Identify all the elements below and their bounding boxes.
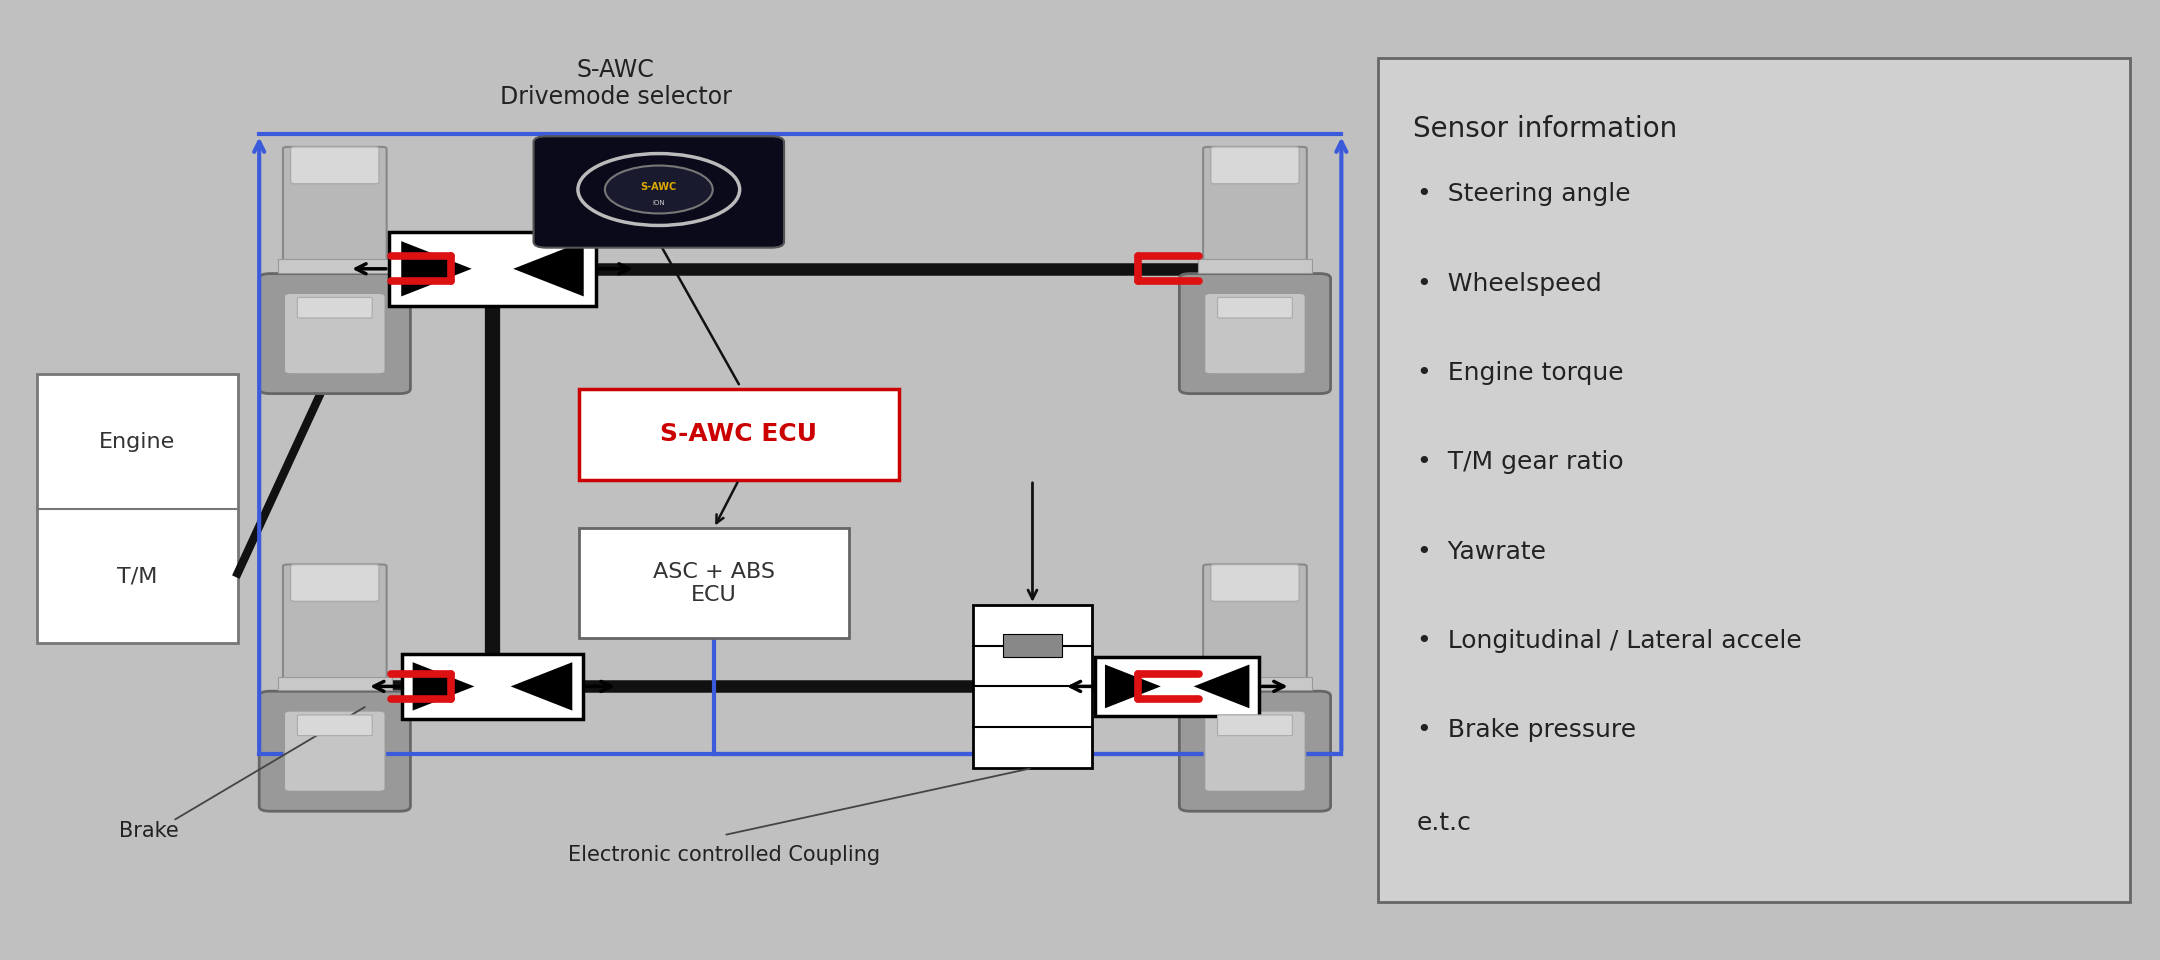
Text: S-AWC: S-AWC: [642, 182, 676, 192]
Text: •  Longitudinal / Lateral accele: • Longitudinal / Lateral accele: [1417, 629, 1801, 653]
FancyBboxPatch shape: [1218, 715, 1292, 735]
Text: e.t.c: e.t.c: [1417, 811, 1471, 835]
Text: ION: ION: [652, 200, 665, 206]
Circle shape: [605, 165, 713, 213]
Text: •  Engine torque: • Engine torque: [1417, 361, 1624, 385]
FancyBboxPatch shape: [283, 564, 387, 679]
FancyBboxPatch shape: [1203, 564, 1307, 679]
FancyBboxPatch shape: [283, 147, 387, 261]
Bar: [1199, 677, 1311, 690]
Text: Electronic controlled Coupling: Electronic controlled Coupling: [568, 845, 879, 865]
Text: •  Steering angle: • Steering angle: [1417, 182, 1631, 206]
FancyBboxPatch shape: [1212, 564, 1298, 601]
FancyBboxPatch shape: [1205, 293, 1305, 374]
FancyBboxPatch shape: [1203, 147, 1307, 261]
Polygon shape: [510, 662, 572, 710]
Text: •  Wheelspeed: • Wheelspeed: [1417, 272, 1603, 296]
Polygon shape: [402, 241, 471, 297]
Bar: [37, 374, 238, 643]
FancyBboxPatch shape: [259, 274, 410, 394]
Bar: [279, 677, 391, 690]
Text: S-AWC
Drivemode selector: S-AWC Drivemode selector: [499, 58, 732, 109]
Bar: [579, 389, 899, 480]
Text: T/M: T/M: [117, 566, 158, 586]
FancyBboxPatch shape: [1218, 298, 1292, 318]
Bar: [972, 605, 1091, 768]
Bar: [1378, 58, 2130, 902]
Text: •  Brake pressure: • Brake pressure: [1417, 718, 1635, 742]
Bar: [579, 528, 849, 638]
Polygon shape: [514, 241, 583, 297]
FancyBboxPatch shape: [1205, 710, 1305, 792]
FancyBboxPatch shape: [534, 136, 784, 248]
Bar: [279, 259, 391, 273]
Text: Sensor information: Sensor information: [1413, 115, 1676, 143]
Polygon shape: [1194, 664, 1248, 708]
Text: ASC + ABS
ECU: ASC + ABS ECU: [652, 562, 775, 605]
FancyBboxPatch shape: [285, 293, 384, 374]
FancyBboxPatch shape: [259, 691, 410, 811]
FancyBboxPatch shape: [292, 564, 378, 601]
Bar: [389, 232, 596, 305]
FancyBboxPatch shape: [1179, 691, 1331, 811]
FancyBboxPatch shape: [285, 710, 384, 792]
Bar: [1002, 635, 1063, 657]
Polygon shape: [1106, 664, 1160, 708]
Polygon shape: [413, 662, 475, 710]
FancyBboxPatch shape: [292, 147, 378, 184]
Text: •  T/M gear ratio: • T/M gear ratio: [1417, 450, 1624, 474]
FancyBboxPatch shape: [298, 298, 372, 318]
Bar: [402, 654, 583, 719]
Text: Brake: Brake: [119, 821, 179, 841]
Bar: [1095, 658, 1259, 715]
Text: •  Yawrate: • Yawrate: [1417, 540, 1547, 564]
FancyBboxPatch shape: [1212, 147, 1298, 184]
FancyBboxPatch shape: [1179, 274, 1331, 394]
Bar: [1199, 259, 1311, 273]
Text: S-AWC ECU: S-AWC ECU: [661, 422, 816, 446]
FancyBboxPatch shape: [298, 715, 372, 735]
Text: Engine: Engine: [99, 432, 175, 451]
